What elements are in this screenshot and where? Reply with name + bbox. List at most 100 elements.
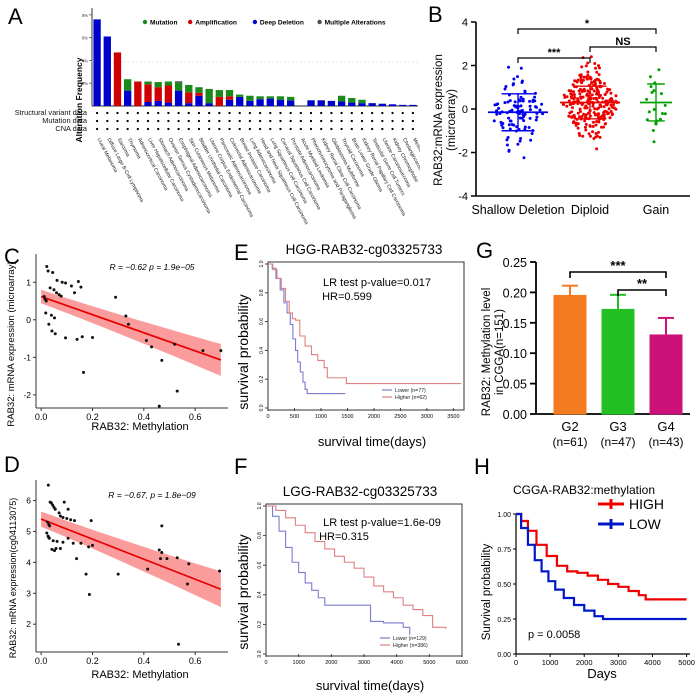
km-curve — [268, 263, 462, 385]
panel-b: B RAB32:mRNA expression (microarray) 4 2 0… — [418, 0, 698, 232]
scatter-data-point — [66, 507, 70, 511]
km-ytick: 0.6 — [259, 318, 265, 325]
panel-b-data-point — [601, 96, 605, 100]
panel-h-ytick: 0.00 — [497, 652, 511, 659]
scatter-data-point — [52, 316, 56, 320]
panel-b-data-point — [576, 97, 580, 101]
scatter-data-point — [157, 548, 161, 552]
panel-a-legend-label: Multiple Alterations — [325, 20, 386, 27]
panel-b-data-point — [610, 98, 614, 102]
panel-b-data-point — [574, 123, 578, 127]
panel-b-data-point — [515, 75, 519, 79]
panel-g-letter: G — [476, 238, 494, 263]
panel-b-data-point — [582, 112, 586, 116]
panel-b-data-point — [595, 86, 599, 90]
panel-b-ylabel-1: RAB32:mRNA expression — [433, 54, 445, 186]
panel-b-ytick: 2 — [462, 61, 468, 73]
panel-b-data-point — [533, 105, 537, 109]
km-ytick: 0.2 — [257, 621, 263, 628]
panel-b-data-point — [652, 89, 656, 93]
panel-a-bar-segment — [266, 96, 274, 99]
panel-e-annotation-1: LR test p-value=0.017 — [323, 277, 431, 289]
scatter-data-point — [159, 557, 163, 561]
scatter-xtick: 0.4 — [138, 412, 151, 422]
panel-g-ytick: 0.25 — [503, 256, 527, 270]
panel-b-data-point — [530, 131, 534, 135]
panel-g-bar — [601, 308, 635, 415]
panel-b-data-point — [597, 90, 601, 94]
panel-b-data-point — [568, 103, 572, 107]
panel-f-ylabel: survival probability — [235, 534, 251, 649]
panel-c-xticks: 0.0 0.2 0.4 0.6 — [35, 408, 201, 422]
scatter-data-point — [87, 545, 91, 549]
panel-g-ylabel-2: in CGGA(n=151) — [494, 309, 506, 395]
panel-b-data-point — [518, 139, 522, 143]
panel-a-bar-segment — [164, 85, 173, 103]
scatter-data-point — [55, 539, 59, 543]
panel-h-xlabel: Days — [587, 666, 617, 681]
panel-a-bar-segment — [388, 104, 397, 106]
panel-a-bar-segment — [123, 90, 132, 106]
km-ytick: 1.0 — [259, 260, 265, 267]
scatter-data-point — [46, 269, 50, 273]
panel-b-data-point — [591, 124, 595, 128]
scatter-data-point — [173, 342, 177, 346]
scatter-data-point — [45, 265, 49, 269]
panel-g-ytick: 0.15 — [503, 317, 527, 331]
panel-d-chart: RAB32: mRNA expression(cg04113075) 6 5 4 3 2… — [8, 480, 228, 681]
scatter-ytick: 0 — [26, 315, 31, 325]
panel-b-data-point — [598, 81, 602, 85]
panel-a-legend: Mutation Amplification Deep Deletion Multip… — [142, 20, 386, 27]
panel-b-chart: RAB32:mRNA expression (microarray) 4 2 0 -2… — [433, 17, 690, 217]
panel-d-ylabel: RAB32: mRNA expression(cg04113075) — [8, 498, 18, 658]
panel-f-km-curves — [266, 505, 447, 635]
panel-b-data-point — [581, 95, 585, 99]
panel-b-data-point — [535, 115, 539, 119]
panel-a-bar-segment — [246, 95, 254, 101]
panel-b-data-point — [580, 115, 584, 119]
scatter-xtick: 0.2 — [86, 412, 99, 422]
panel-g-group-n: (n=43) — [648, 435, 683, 449]
panel-h-yticks: 1.00 0.75 0.50 0.25 0.00 — [497, 512, 516, 659]
panel-a-bar-segment — [164, 81, 173, 86]
panel-a-bar-segment — [236, 96, 244, 106]
panel-a-bar-segment — [358, 103, 366, 106]
panel-b-data-point — [597, 112, 601, 116]
panel-b-data-point — [510, 108, 514, 112]
scatter-xtick: 0.6 — [189, 656, 202, 666]
panel-a-bar-segment — [327, 100, 336, 106]
panel-b-data-point — [594, 92, 598, 96]
scatter-data-point — [62, 500, 66, 504]
panel-b-data-point — [652, 140, 656, 144]
km-xtick: 3500 — [447, 414, 459, 420]
panel-b-ytick: -4 — [458, 191, 468, 203]
panel-d-yticks: 6 5 4 3 2 — [26, 496, 36, 629]
km-ytick: 0.4 — [257, 591, 263, 598]
panel-a-bar-segment — [93, 19, 101, 107]
panel-b-data-point — [531, 98, 535, 102]
scatter-data-point — [79, 541, 83, 545]
panel-a-bar-segment — [256, 96, 264, 100]
scatter-data-point — [175, 389, 179, 393]
panel-b-data-point — [586, 70, 590, 74]
panel-b-ytick: -2 — [458, 148, 468, 160]
scatter-data-point — [73, 291, 77, 295]
scatter-ytick: 4 — [26, 557, 31, 567]
panel-a-legend-label: Amplification — [195, 20, 237, 27]
scatter-data-point — [64, 336, 68, 340]
panel-b-data-point — [594, 66, 598, 70]
panel-h-km-curve — [516, 512, 687, 621]
panel-b-data-point — [580, 65, 584, 69]
panel-a-bar-segment — [123, 79, 132, 91]
panel-b-data-point — [599, 105, 603, 109]
panel-b-data-point — [580, 81, 584, 85]
scatter-data-point — [146, 567, 150, 571]
scatter-data-point — [50, 329, 54, 333]
panel-b-data-point — [663, 112, 667, 116]
panel-b-data-point — [533, 95, 537, 99]
panel-h-xtick: 2000 — [576, 658, 593, 667]
scatter-data-point — [160, 550, 164, 554]
scatter-data-point — [48, 286, 52, 290]
scatter-data-point — [90, 335, 94, 339]
panel-h-xticks: 0 1000 2000 3000 4000 5000 — [514, 654, 695, 667]
